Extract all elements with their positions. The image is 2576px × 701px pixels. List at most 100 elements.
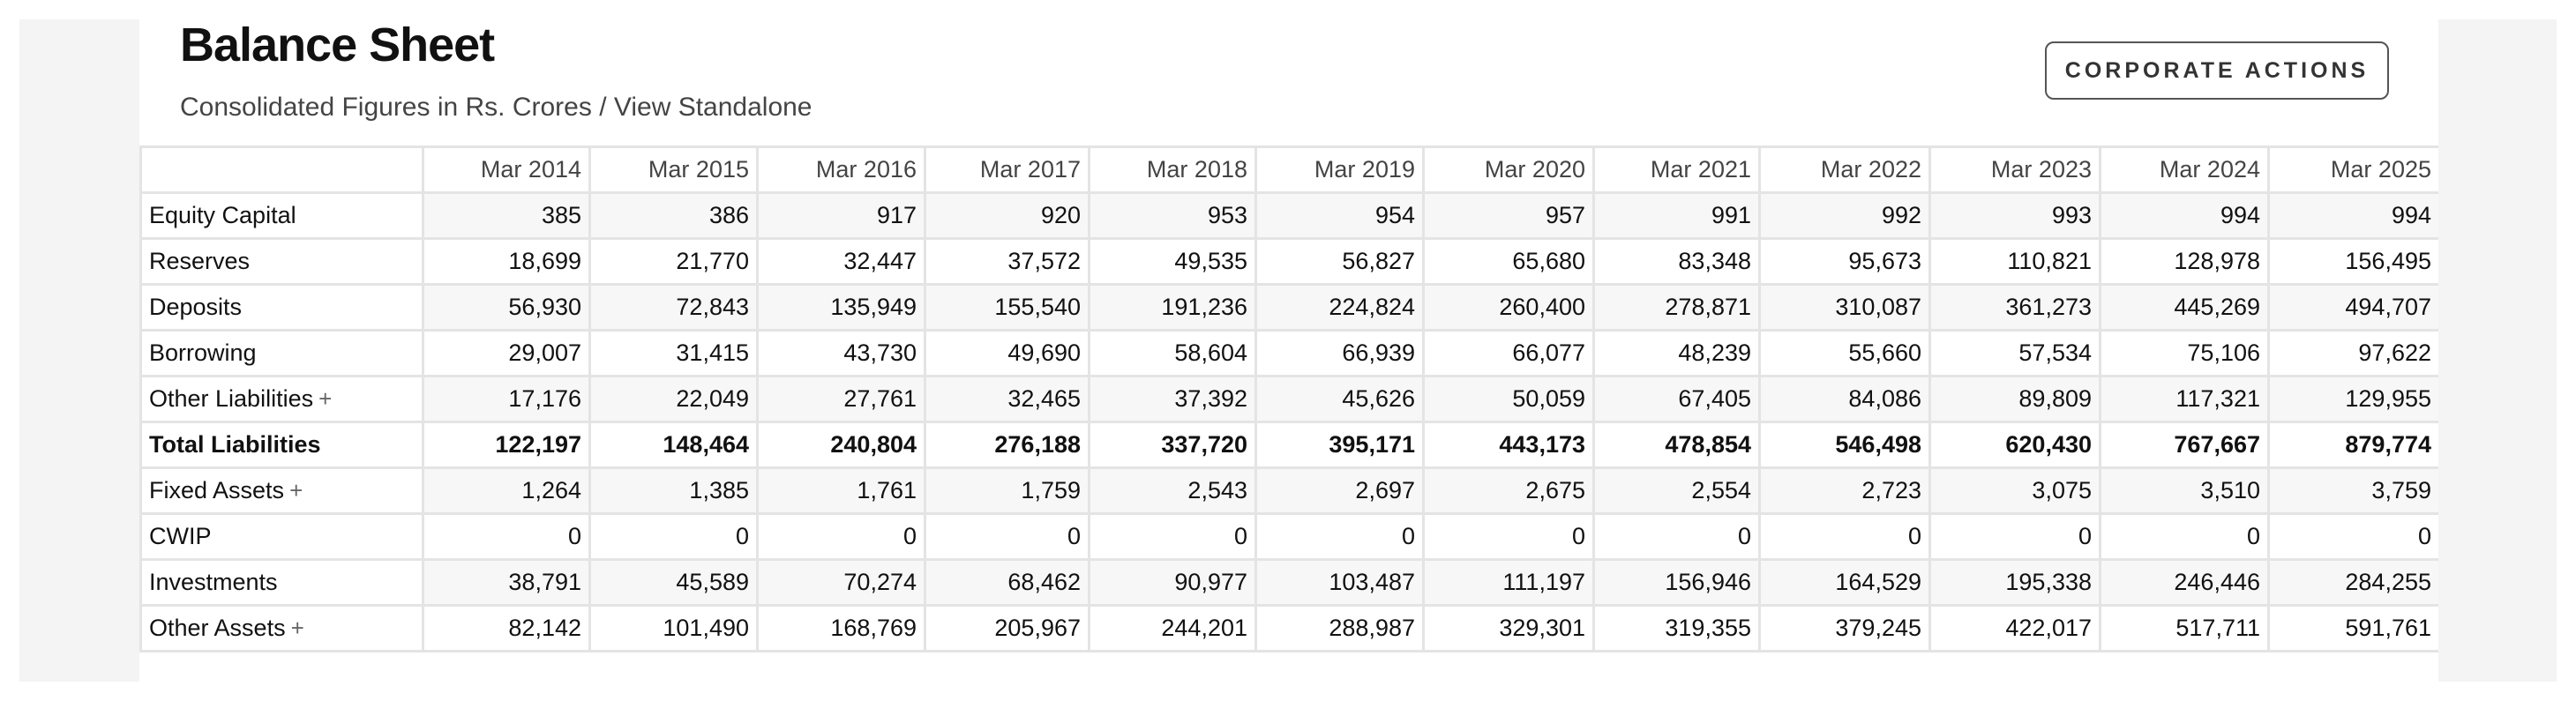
row-label-cell: Total Liabilities: [139, 421, 424, 469]
table-row: Equity Capital 385 386 917 920 953 954 957 991 99…: [139, 191, 2438, 240]
value-cell: 920: [924, 191, 1090, 240]
table-row[interactable]: Fixed Assets +1,264 1,385 1,761 1,759 2,543 2,…: [139, 466, 2438, 515]
subtitle-text: Consolidated Figures in Rs. Crores /: [180, 93, 614, 122]
value-cell: 0: [1422, 512, 1595, 561]
view-standalone-link[interactable]: View Standalone: [613, 93, 812, 122]
column-header: Mar 2022: [1758, 145, 1931, 194]
value-cell: 395,171: [1254, 421, 1425, 469]
row-label-cell: Equity Capital: [139, 191, 424, 240]
value-cell: 32,465: [924, 375, 1090, 423]
value-cell: 443,173: [1422, 421, 1595, 469]
value-cell: 386: [588, 191, 759, 240]
table-header-row: Mar 2014 Mar 2015 Mar 2016 Mar 2017 Mar 2018…: [139, 145, 2438, 194]
value-cell: 992: [1758, 191, 1931, 240]
value-cell: 111,197: [1422, 558, 1595, 607]
value-cell: 361,273: [1928, 283, 2101, 332]
column-header: Mar 2018: [1088, 145, 1257, 194]
value-cell: 17,176: [422, 375, 591, 423]
expand-plus-icon[interactable]: +: [289, 477, 303, 503]
row-label-cell: Deposits: [139, 283, 424, 332]
value-cell: 224,824: [1254, 283, 1425, 332]
value-cell: 3,510: [2099, 466, 2270, 515]
table-row[interactable]: Other Assets +82,142 101,490 168,769 205,967…: [139, 604, 2438, 653]
value-cell: 31,415: [588, 329, 759, 377]
value-cell: 278,871: [1592, 283, 1761, 332]
column-header: Mar 2023: [1928, 145, 2101, 194]
value-cell: 260,400: [1422, 283, 1595, 332]
row-label: Deposits: [149, 294, 243, 320]
value-cell: 22,049: [588, 375, 759, 423]
row-label-cell[interactable]: Other Liabilities +: [139, 375, 424, 423]
row-label-cell: Investments: [139, 558, 424, 607]
value-cell: 135,949: [756, 283, 926, 332]
value-cell: 83,348: [1592, 237, 1761, 286]
expand-plus-icon[interactable]: +: [290, 615, 304, 641]
value-cell: 156,495: [2267, 237, 2438, 286]
table-row: Deposits 56,930 72,843 135,949 155,540 191,23…: [139, 283, 2438, 332]
value-cell: 168,769: [756, 604, 926, 653]
value-cell: 379,245: [1758, 604, 1931, 653]
value-cell: 284,255: [2267, 558, 2438, 607]
value-cell: 276,188: [924, 421, 1090, 469]
value-cell: 205,967: [924, 604, 1090, 653]
value-cell: 68,462: [924, 558, 1090, 607]
value-cell: 957: [1422, 191, 1595, 240]
section-subtitle: Consolidated Figures in Rs. Crores / Vie…: [180, 92, 812, 123]
value-cell: 43,730: [756, 329, 926, 377]
value-cell: 156,946: [1592, 558, 1761, 607]
value-cell: 546,498: [1758, 421, 1931, 469]
row-label: Fixed Assets: [149, 477, 285, 503]
expand-plus-icon[interactable]: +: [318, 385, 333, 412]
value-cell: 0: [756, 512, 926, 561]
value-cell: 954: [1254, 191, 1425, 240]
row-label-cell[interactable]: Other Assets +: [139, 604, 424, 653]
column-header: Mar 2019: [1254, 145, 1425, 194]
value-cell: 591,761: [2267, 604, 2438, 653]
row-label-cell: Reserves: [139, 237, 424, 286]
value-cell: 66,077: [1422, 329, 1595, 377]
value-cell: 56,930: [422, 283, 591, 332]
table-row[interactable]: Other Liabilities +17,176 22,049 27,761 32,4…: [139, 375, 2438, 423]
value-cell: 72,843: [588, 283, 759, 332]
row-label: Borrowing: [149, 339, 257, 366]
value-cell: 1,759: [924, 466, 1090, 515]
value-cell: 0: [2099, 512, 2270, 561]
value-cell: 37,572: [924, 237, 1090, 286]
corporate-actions-button[interactable]: CORPORATE ACTIONS: [2045, 41, 2389, 100]
value-cell: 65,680: [1422, 237, 1595, 286]
value-cell: 37,392: [1088, 375, 1257, 423]
value-cell: 66,939: [1254, 329, 1425, 377]
value-cell: 95,673: [1758, 237, 1931, 286]
value-cell: 2,543: [1088, 466, 1257, 515]
balance-sheet-table: Mar 2014 Mar 2015 Mar 2016 Mar 2017 Mar 2018…: [139, 145, 2438, 653]
value-cell: 18,699: [422, 237, 591, 286]
row-label: Other Liabilities: [149, 385, 314, 412]
value-cell: 994: [2267, 191, 2438, 240]
value-cell: 917: [756, 191, 926, 240]
row-label-cell[interactable]: Fixed Assets +: [139, 466, 424, 515]
value-cell: 117,321: [2099, 375, 2270, 423]
column-header: Mar 2025: [2267, 145, 2438, 194]
value-cell: 103,487: [1254, 558, 1425, 607]
value-cell: 2,697: [1254, 466, 1425, 515]
value-cell: 1,385: [588, 466, 759, 515]
value-cell: 84,086: [1758, 375, 1931, 423]
value-cell: 0: [1088, 512, 1257, 561]
value-cell: 0: [1758, 512, 1931, 561]
value-cell: 67,405: [1592, 375, 1761, 423]
value-cell: 155,540: [924, 283, 1090, 332]
value-cell: 2,675: [1422, 466, 1595, 515]
value-cell: 0: [1928, 512, 2101, 561]
value-cell: 329,301: [1422, 604, 1595, 653]
value-cell: 49,535: [1088, 237, 1257, 286]
value-cell: 620,430: [1928, 421, 2101, 469]
column-header: Mar 2014: [422, 145, 591, 194]
value-cell: 164,529: [1758, 558, 1931, 607]
value-cell: 385: [422, 191, 591, 240]
value-cell: 2,554: [1592, 466, 1761, 515]
value-cell: 310,087: [1758, 283, 1931, 332]
row-label-cell: Borrowing: [139, 329, 424, 377]
value-cell: 244,201: [1088, 604, 1257, 653]
value-cell: 50,059: [1422, 375, 1595, 423]
value-cell: 3,075: [1928, 466, 2101, 515]
